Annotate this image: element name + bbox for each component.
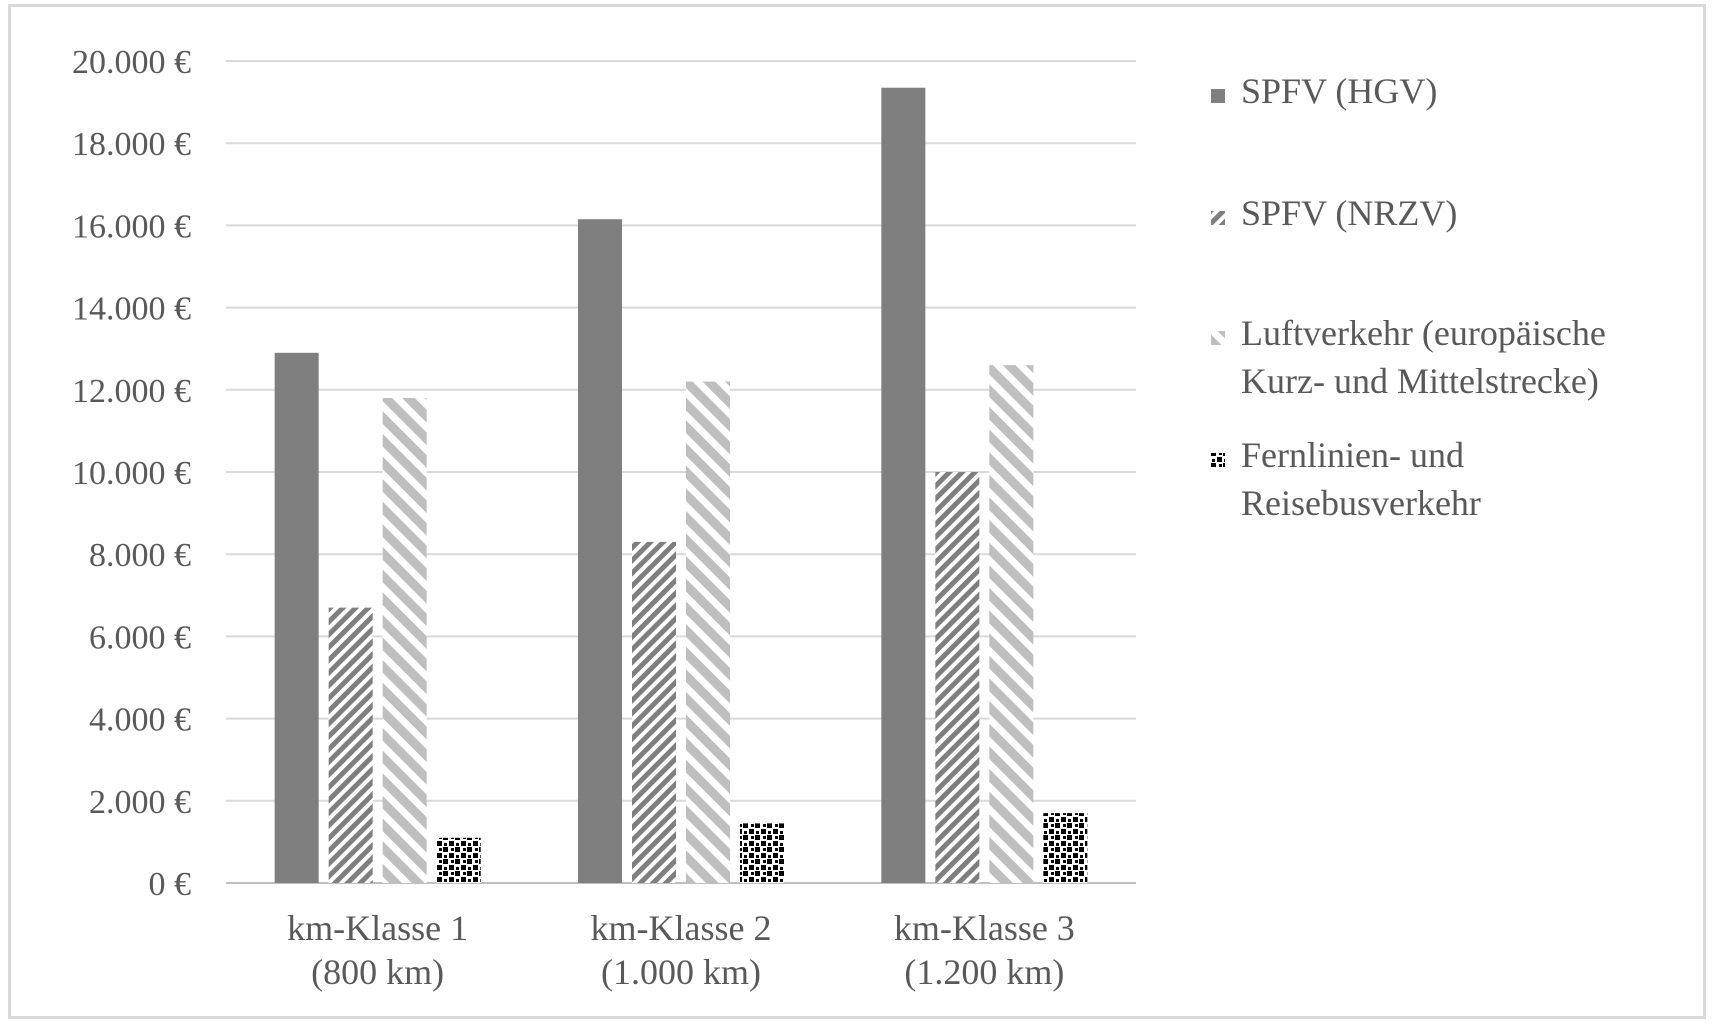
bar-series-1-category-1 [274, 352, 319, 883]
legend-label-line: Luftverkehr (europäische [1241, 313, 1606, 353]
legend-swatch [1211, 211, 1225, 225]
y-tick-label: 6.000 € [89, 619, 191, 656]
legend-swatch [1211, 89, 1225, 103]
y-axis-tick-labels: 0 € 2.000 € 4.000 € 6.000 € 8.000 € 10.000 € 1… [72, 44, 191, 903]
y-tick-label: 12.000 € [72, 373, 191, 410]
bar-series-2-category-3 [935, 472, 980, 883]
x-category-label-line: (1.200 km) [904, 952, 1064, 992]
bar-series-4-category-3 [1043, 813, 1088, 883]
y-tick-label: 4.000 € [89, 702, 191, 739]
legend-swatch [1211, 331, 1225, 345]
x-category-label-line: km-Klasse 2 [591, 908, 772, 948]
bar-series-3-category-2 [686, 381, 730, 883]
legend: SPFV (HGV) SPFV (NRZV) Luftverkehr (europä… [1211, 71, 1606, 523]
legend-label-line: Fernlinien- und [1241, 435, 1464, 475]
bar-series-2-category-2 [632, 541, 676, 883]
x-category-label-line: km-Klasse 3 [894, 908, 1075, 948]
bar-series-3-category-1 [382, 398, 427, 883]
x-category-label: km-Klasse 1 (800 km) [287, 908, 468, 992]
x-category-label: km-Klasse 3 (1.200 km) [894, 908, 1075, 992]
bar-series-1-category-2 [578, 219, 622, 884]
y-tick-label: 8.000 € [89, 537, 191, 574]
legend-label-line: Reisebusverkehr [1241, 483, 1481, 523]
x-category-label-line: km-Klasse 1 [287, 908, 468, 948]
x-axis-category-labels: km-Klasse 1 (800 km) km-Klasse 2 (1.000 km)… [287, 908, 1075, 992]
x-category-label-line: (1.000 km) [601, 952, 761, 992]
bar-chart: 0 € 2.000 € 4.000 € 6.000 € 8.000 € 10.000 € 1… [72, 44, 1606, 992]
legend-label: SPFV (NRZV) [1241, 193, 1457, 233]
bars [274, 87, 1088, 884]
y-tick-label: 2.000 € [89, 784, 191, 821]
y-tick-label: 18.000 € [72, 126, 191, 163]
chart-frame: 0 € 2.000 € 4.000 € 6.000 € 8.000 € 10.000 € 1… [8, 4, 1706, 1019]
y-tick-label: 10.000 € [72, 455, 191, 492]
legend-swatch [1211, 453, 1225, 467]
legend-label: Fernlinien- und Reisebusverkehr [1241, 435, 1481, 523]
x-category-label-line: (800 km) [311, 952, 444, 992]
bar-series-3-category-3 [989, 365, 1034, 883]
x-category-label: km-Klasse 2 (1.000 km) [591, 908, 772, 992]
gridlines [226, 60, 1136, 884]
bar-series-4-category-1 [436, 837, 481, 883]
y-tick-label: 0 € [149, 866, 192, 903]
legend-label: Luftverkehr (europäische Kurz- und Mittel… [1241, 313, 1606, 401]
y-tick-label: 14.000 € [72, 291, 191, 328]
y-tick-label: 20.000 € [72, 44, 191, 81]
legend-label: SPFV (HGV) [1241, 71, 1437, 111]
legend-label-line: Kurz- und Mittelstrecke) [1241, 361, 1599, 401]
y-tick-label: 16.000 € [72, 208, 191, 245]
bar-series-1-category-3 [881, 87, 926, 884]
bar-series-4-category-2 [740, 823, 784, 883]
bar-series-2-category-1 [328, 607, 373, 883]
